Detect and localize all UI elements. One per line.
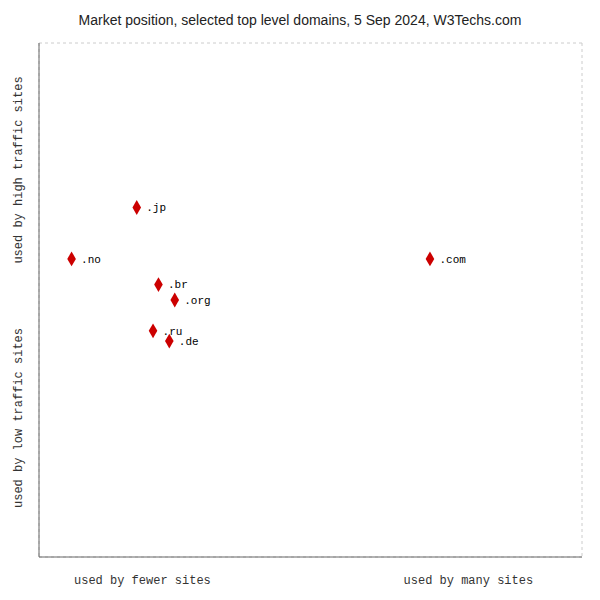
html-text:used by fewer sites: used by fewer sites (74, 574, 211, 588)
svg-text:.jp: .jp (146, 202, 166, 214)
svg-text:.de: .de (179, 336, 199, 348)
svg-text:.org: .org (184, 295, 210, 307)
svg-text:.ru: .ru (162, 325, 183, 338)
svg-text:.br: .br (168, 279, 188, 291)
html-text:used by many sites: used by many sites (403, 574, 534, 588)
html-text:used by low traffic sites: used by low traffic sites (12, 328, 26, 509)
svg-text:.com: .com (439, 254, 466, 266)
svg-text:.no: .no (81, 254, 101, 266)
html-text:Market position, selected top: Market position, selected top level doma… (78, 12, 522, 28)
html-text:used by high traffic sites: used by high traffic sites (12, 76, 26, 264)
